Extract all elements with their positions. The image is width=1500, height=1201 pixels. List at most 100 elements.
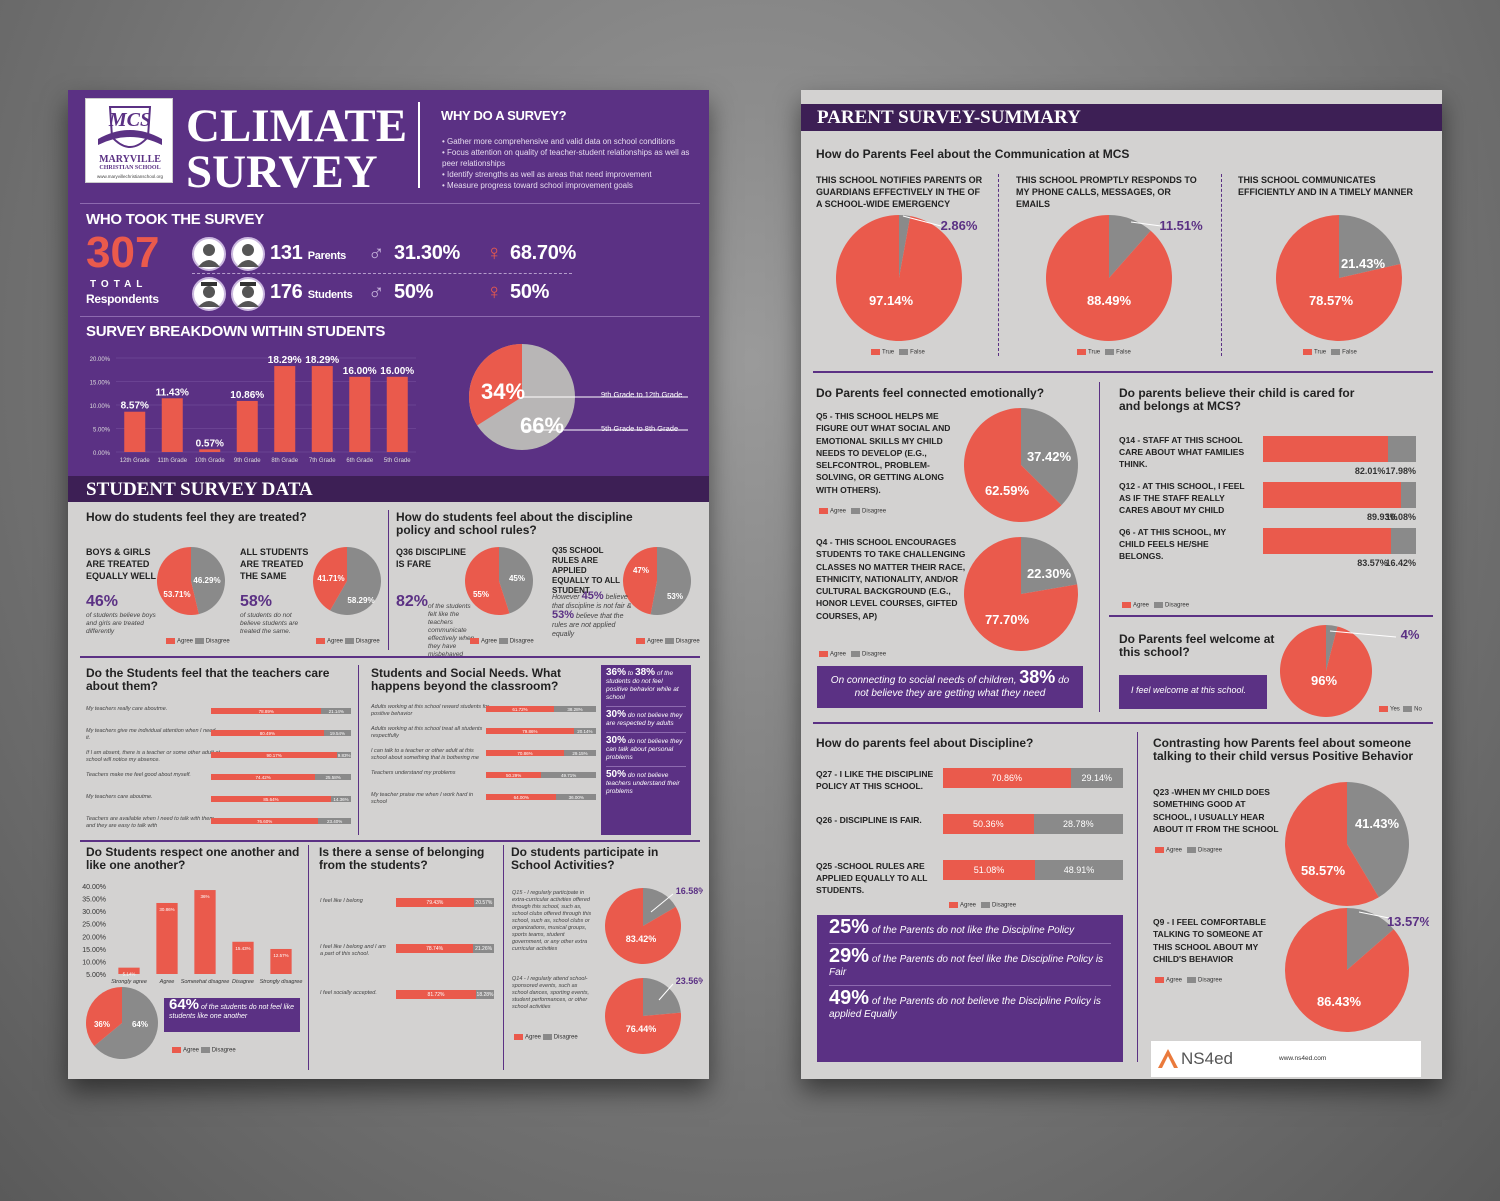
why-bullet: • Identify strengths as well as areas th… — [442, 170, 652, 179]
grade-bar — [274, 366, 296, 452]
social-row-agree-value: 61.72% — [512, 706, 528, 712]
social-row-label: Teachers understand my problems — [371, 770, 456, 776]
header-rule — [80, 203, 700, 204]
parents-male-icon: ♂ — [368, 240, 385, 265]
welcome-pie-disagree-slice — [1326, 625, 1338, 671]
respect-xtick: Agree — [159, 979, 175, 985]
emotion-q5: Q5 - THIS SCHOOL HELPS ME FIGURE OUT WHA… — [816, 411, 951, 495]
title-survey: SURVEY — [186, 146, 378, 198]
students-male: 50% — [394, 281, 434, 303]
breakdown-heading: SURVEY BREAKDOWN WITHIN STUDENTS — [86, 323, 386, 340]
total-label: TOTAL — [90, 279, 148, 290]
q35-label: Q35 SCHOOL RULES ARE APPLIED EQUALLY TO … — [552, 546, 620, 595]
discipline-legend: Agree Disagree — [470, 638, 534, 645]
treated-q1-pie-agree-slice — [157, 547, 199, 615]
parents-male: 31.30% — [394, 242, 461, 264]
cared-row-agree-value: 89.93% — [1366, 512, 1398, 522]
grade-bar-chart: 20.00% 15.00% 10.00% 5.00% 0.00% 8.57% 12th Gr… — [90, 355, 416, 464]
social-row-label: Adults working at this school treat all … — [371, 726, 483, 739]
cared-legend: Agree Disagree — [1122, 602, 1189, 609]
pdisc-row-agree-value: 50.36% — [973, 819, 1004, 829]
belonging-row-agree-value: 81.72% — [427, 992, 445, 998]
grade-xtick: 10th Grade — [195, 458, 226, 464]
comm-pie-3-agree-label: 78.57% — [1309, 293, 1354, 308]
belonging-row-bar: 81.72% 18.28% — [396, 990, 494, 999]
q36-pie-agree-slice — [465, 547, 510, 615]
pdisc-stat: 25% of the Parents do not like the Disci… — [829, 917, 1111, 944]
social-row-agree-value: 70.86% — [517, 750, 533, 756]
pdisc-row-disagree-value: 48.91% — [1063, 865, 1095, 875]
grade-xtick: 8th Grade — [271, 458, 298, 464]
brand-url: www.ns4ed.com — [1279, 1055, 1327, 1062]
teacher-row-label: Teachers are available when I need to ta… — [86, 816, 214, 829]
students-male-icon: ♂ — [368, 279, 385, 304]
why-bullet: • Measure progress toward school improve… — [442, 181, 633, 190]
welcome-pie-disagree-label: 4% — [1401, 627, 1420, 642]
teacher-row-disagree-value: 25.58% — [325, 774, 341, 780]
treated-heading: How do students feel they are treated? — [86, 510, 307, 524]
q15-pie: 16.58% 83.42% — [605, 886, 703, 964]
teacher-row-agree-fill — [211, 730, 324, 736]
belonging-row-agree-fill — [396, 898, 474, 907]
q35-pie-disagree-slice — [650, 547, 691, 615]
logo-monogram: MCS — [108, 109, 152, 131]
respondents-label: Respondents — [86, 292, 159, 306]
social-row-agree-value: 64.00% — [513, 794, 529, 800]
brand-footer: NS4ed www.ns4ed.com — [1151, 1041, 1421, 1077]
why-bullets: • Gather more comprehensive and valid da… — [442, 136, 702, 191]
social-row-agree-value: 50.29% — [506, 772, 522, 778]
welcome-pie-leader — [1329, 630, 1397, 638]
pie-legend-9to12: 9th Grade to 12th Grade — [601, 390, 683, 399]
q14-pie: 23.56% 76.44% — [605, 976, 703, 1054]
respect-xtick: Strongly agree — [111, 979, 147, 985]
teacher-row-agree-fill — [211, 796, 331, 802]
total-respondents: 307 — [86, 228, 160, 277]
teacher-row-agree-fill — [211, 818, 319, 824]
comm-pie-1-agree-label: 97.14% — [869, 293, 914, 308]
teacher-row-label: Teachers make me feel good about myself. — [86, 772, 191, 778]
emotion-q4: Q4 - THIS SCHOOL ENCOURAGES STUDENTS TO … — [816, 537, 966, 621]
comm-pie-2-disagree-label: 11.51% — [1159, 218, 1203, 233]
why-heading: WHY DO A SURVEY? — [441, 108, 567, 123]
grade-bar-label: 8.57% — [121, 401, 149, 412]
grade-ytick: 0.00% — [93, 451, 111, 457]
logo-url: www.maryvillechristianschool.org — [96, 174, 164, 179]
emotion-q5-pie-agree-label: 62.59% — [985, 483, 1030, 498]
social-row-agree-value: 79.86% — [522, 728, 538, 734]
belonging-row-disagree-value: 18.28% — [476, 992, 494, 998]
pdisc-row-agree-value: 70.86% — [991, 773, 1023, 783]
emotion-q4-pie-agree-slice — [964, 537, 1078, 651]
teacher-row-disagree-value: 23.40% — [326, 818, 343, 824]
treated-legend-2: Agree Disagree — [316, 638, 380, 645]
emotion-q4-pie-disagree-slice — [1021, 537, 1078, 594]
emotion-q5-pie-disagree-slice — [1021, 408, 1078, 506]
divider — [813, 371, 1433, 373]
respect-bar-label: 12.57% — [273, 953, 288, 958]
comm-q1: THIS SCHOOL NOTIFIES PARENTS OR GUARDIAN… — [816, 175, 983, 209]
welcome-legend: Yes No — [1379, 706, 1422, 713]
comm-pie-1-disagree-label: 2.86% — [941, 218, 978, 233]
q14-pie-leader — [658, 983, 674, 1001]
treated-q2-pie-agree-slice — [313, 547, 347, 611]
respect-ytick: 35.00% — [82, 897, 106, 904]
contrast-q23-pie-disagree-label: 41.43% — [1355, 816, 1400, 831]
activities-legend: Agree Disagree — [514, 1034, 578, 1041]
social-heading: Students and Social Needs. What happens … — [371, 666, 562, 693]
teacher-row-label: My teachers give me individual attention… — [86, 728, 216, 741]
q35-pie-agree-slice — [623, 547, 657, 615]
treated-q1: BOYS & GIRLS ARE TREATED EQUALLY WELL — [86, 547, 157, 581]
grade-bar-label: 18.29% — [305, 355, 339, 366]
student-section-banner — [68, 476, 709, 502]
teacher-row-agree-value: 78.89% — [258, 708, 274, 714]
parent-banner — [801, 104, 1442, 131]
treated-q1-pie-disagree-slice — [191, 547, 225, 615]
teacher-row-disagree-value: 19.54% — [329, 730, 345, 736]
divider — [1109, 615, 1433, 617]
discipline-legend-2: Agree Disagree — [636, 638, 700, 645]
respect-pie-agree-slice — [86, 987, 122, 1046]
respect-xtick: Somewhat disagree — [181, 979, 230, 985]
cared-row-bar: 82.01% 17.98% — [1263, 436, 1416, 476]
emotion-q4-pie-disagree-label: 22.30% — [1027, 566, 1072, 581]
grade-bar — [199, 449, 221, 452]
social-row-label: My teacher praise me when I work hard in… — [371, 792, 474, 805]
